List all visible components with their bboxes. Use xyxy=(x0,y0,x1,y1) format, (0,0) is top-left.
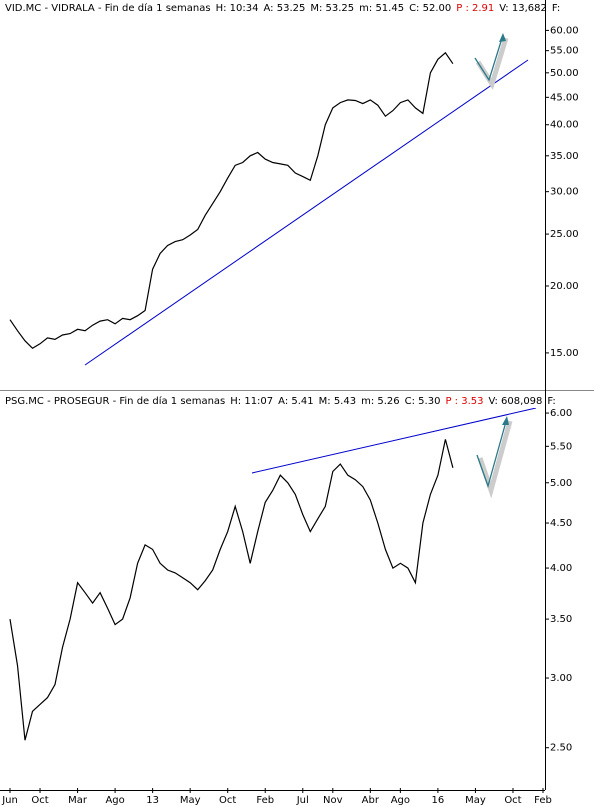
y-tick-label: 35.00 xyxy=(550,151,579,162)
stat: M: 5.43 xyxy=(319,396,356,407)
y-tick-label: 6.00 xyxy=(550,408,572,419)
stat: M: 53.25 xyxy=(310,3,354,14)
x-tick-label: Oct xyxy=(504,795,521,806)
x-tick-label: Feb xyxy=(256,795,274,806)
projection-arrow xyxy=(474,34,504,82)
price-line xyxy=(9,51,454,350)
x-tick-label: 16 xyxy=(432,795,445,806)
arrowhead xyxy=(499,33,506,42)
arrow-shadow xyxy=(477,420,513,499)
x-tick-label: Oct xyxy=(219,795,236,806)
x-tick-label: Ago xyxy=(105,795,124,806)
x-tick-label: Jun xyxy=(1,795,18,806)
x-tick-label: 13 xyxy=(146,795,159,806)
y-tick-label: 25.00 xyxy=(550,229,579,240)
symbol-title: PSG.MC - PROSEGUR - Fin de día 1 semanas xyxy=(5,395,225,407)
trendline xyxy=(84,59,529,366)
y-tick-label: 5.00 xyxy=(550,478,572,489)
y-tick-label: 45.00 xyxy=(550,92,579,103)
stat: F: xyxy=(547,396,555,407)
x-tick-label: Jul xyxy=(296,795,309,806)
y-tick-label: 3.50 xyxy=(550,614,572,625)
y-tick-label: 4.00 xyxy=(550,563,572,574)
y-tick-label: 3.00 xyxy=(550,673,572,684)
symbol-title: VID.MC - VIDRALA - Fin de día 1 semanas xyxy=(5,2,211,14)
x-tick-label: Ago xyxy=(391,795,410,806)
projection-arrow xyxy=(476,417,508,489)
stat: C: 5.30 xyxy=(405,396,441,407)
y-tick-label: 20.00 xyxy=(550,281,579,292)
x-tick-label: Abr xyxy=(362,795,380,806)
stat: C: 52.00 xyxy=(409,3,451,14)
stat: A: 5.41 xyxy=(278,396,313,407)
arrowhead xyxy=(502,416,509,425)
y-tick-label: 15.00 xyxy=(550,348,579,359)
stat: A: 53.25 xyxy=(264,3,306,14)
y-tick-label: 40.00 xyxy=(550,120,579,131)
stat: F: xyxy=(552,3,560,14)
stat: m: 51.45 xyxy=(359,3,404,14)
trendline xyxy=(251,407,537,474)
x-tick-label: May xyxy=(465,795,486,806)
y-tick-label: 50.00 xyxy=(550,68,579,79)
stat: P : 2.91 xyxy=(456,3,494,14)
x-tick-label: Mar xyxy=(68,795,88,806)
stat: P : 3.53 xyxy=(445,396,483,407)
y-tick-label: 4.50 xyxy=(550,518,572,529)
y-tick-label: 30.00 xyxy=(550,187,579,198)
x-tick-label: Oct xyxy=(31,795,48,806)
header: VID.MC - VIDRALA - Fin de día 1 semanas H… xyxy=(5,2,560,14)
stat: m: 5.26 xyxy=(361,396,400,407)
stat: V: 13,682 xyxy=(499,3,547,14)
stat: V: 608,098 xyxy=(488,396,542,407)
header-bg xyxy=(0,394,545,408)
y-tick-label: 5.50 xyxy=(550,441,572,452)
stat: H: 10:34 xyxy=(216,3,259,14)
y-tick-label: 55.00 xyxy=(550,46,579,57)
stat: H: 11:07 xyxy=(230,396,273,407)
header-bg xyxy=(0,1,545,15)
x-tick-label: May xyxy=(180,795,201,806)
x-tick-label: Nov xyxy=(323,795,343,806)
y-tick-label: 2.50 xyxy=(550,743,572,754)
x-tick-label: Feb xyxy=(534,795,552,806)
header: PSG.MC - PROSEGUR - Fin de día 1 semanas… xyxy=(5,395,556,407)
price-line xyxy=(9,439,454,741)
y-tick-label: 60.00 xyxy=(550,25,579,36)
